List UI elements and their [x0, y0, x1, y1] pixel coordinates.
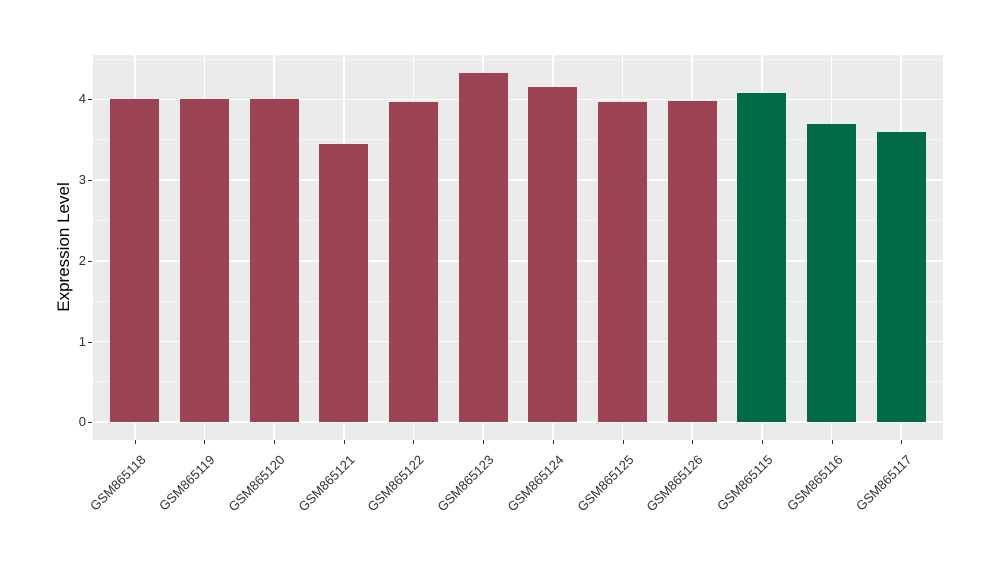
y-tick-mark: [88, 180, 92, 182]
x-tick-mark: [343, 440, 345, 444]
gridline-major-h: [93, 179, 943, 181]
x-tick-mark: [901, 440, 903, 444]
bar-GSM865126: [667, 101, 717, 423]
x-tick-label-GSM865123: GSM865123: [434, 452, 497, 515]
x-tick-label-GSM865125: GSM865125: [573, 452, 637, 515]
x-tick-label-GSM865115: GSM865115: [713, 452, 776, 514]
x-tick-mark: [831, 440, 833, 444]
gridline-major-h: [93, 340, 943, 343]
bar-GSM865124: [528, 87, 578, 423]
x-tick-mark: [552, 440, 554, 444]
y-tick-label: 1: [78, 333, 86, 349]
x-tick-label-GSM865124: GSM865124: [504, 452, 567, 515]
chart-panel: [93, 55, 943, 440]
x-tick-label-GSM865120: GSM865120: [225, 452, 288, 515]
y-tick-label: 3: [78, 172, 86, 188]
y-axis-title: Expression Level: [54, 182, 73, 312]
bar-GSM865123: [458, 72, 508, 423]
y-tick-label: 2: [78, 252, 86, 268]
gridline-major-h: [93, 260, 943, 262]
x-tick-mark: [134, 440, 136, 444]
x-tick-label-GSM865116: GSM865116: [783, 452, 846, 514]
bar-GSM865115: [737, 92, 787, 423]
bar-GSM865120: [249, 99, 299, 423]
bar-GSM865121: [319, 143, 369, 423]
x-tick-label-GSM865126: GSM865126: [643, 452, 706, 515]
bar-GSM865118: [110, 99, 160, 423]
gridline-minor-h: [93, 300, 943, 302]
y-tick-mark: [88, 341, 92, 343]
x-tick-mark: [274, 440, 276, 444]
x-tick-label-GSM865119: GSM865119: [156, 452, 219, 514]
gridline-minor-h: [93, 219, 943, 221]
gridline-major-h: [93, 98, 943, 101]
y-tick-mark: [88, 99, 92, 101]
x-tick-label-GSM865121: GSM865121: [295, 452, 358, 515]
gridline-major-h: [93, 421, 943, 423]
x-tick-label-GSM865117: GSM865117: [853, 452, 915, 514]
x-tick-label-GSM865122: GSM865122: [364, 452, 428, 515]
bar-GSM865125: [598, 101, 647, 423]
x-tick-mark: [204, 440, 206, 444]
y-tick-mark: [88, 260, 92, 262]
x-tick-mark: [761, 440, 763, 444]
gridline-minor-h: [93, 381, 943, 383]
bar-GSM865116: [807, 123, 856, 423]
bar-GSM865117: [876, 132, 926, 423]
x-tick-label-GSM865118: GSM865118: [86, 452, 149, 514]
x-tick-mark: [692, 440, 694, 444]
x-tick-mark: [483, 440, 485, 444]
bar-GSM865119: [180, 99, 229, 423]
y-tick-label: 0: [78, 414, 86, 430]
gridline-minor-h: [93, 139, 943, 141]
x-tick-mark: [413, 440, 415, 444]
gridline-minor-h: [93, 58, 943, 60]
y-tick-label: 4: [78, 91, 86, 107]
y-tick-mark: [88, 422, 92, 424]
bar-GSM865122: [389, 101, 438, 423]
x-tick-mark: [622, 440, 624, 444]
